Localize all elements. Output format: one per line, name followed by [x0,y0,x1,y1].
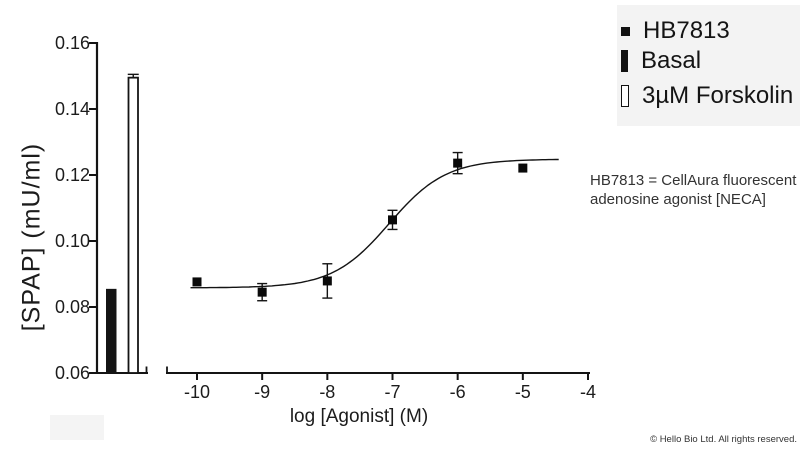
legend-panel [617,5,800,126]
basal-bar [106,288,117,373]
y-axis-tick-label: 0.06 [54,363,90,383]
x-axis-tick-label: -7 [384,382,401,402]
y-axis-tick-label: 0.12 [54,165,90,185]
data-point-marker [322,276,332,286]
faded-logo-box [50,415,104,440]
data-point-marker [518,163,528,173]
legend-marker-bar-filled-icon [621,50,628,72]
forskolin-bar [127,76,139,374]
legend-item: 3µM Forskolin [621,81,794,109]
fit-curve [190,158,559,289]
legend-marker-bar-open-icon [621,84,629,107]
legend-marker-square-icon [621,26,630,36]
legend-item-label: HB7813 [643,17,730,44]
data-point-marker [192,277,202,287]
x-axis-tick-label: -5 [514,382,531,402]
annotation-note: HB7813 = CellAura fluorescent adenosine … [590,171,796,209]
x-axis-tick-label: -10 [183,382,210,402]
legend-item-label: Basal [641,47,702,74]
data-point-marker [388,215,398,225]
y-axis-tick-label: 0.16 [54,33,90,53]
y-axis-tick-label: 0.14 [54,99,90,119]
y-axis-tick-label: 0.10 [54,231,90,251]
x-axis-tick-label: -8 [319,382,336,402]
copyright-text: © Hello Bio Ltd. All rights reserved. [650,434,797,445]
legend-item-label: 3µM Forskolin [642,81,794,109]
legend-item: Basal [621,49,701,73]
annotation-line-1: HB7813 = CellAura fluorescent [590,172,797,189]
data-point-marker [257,287,267,297]
legend-item: HB7813 [621,19,730,43]
x-axis-tick-label: -6 [449,382,466,402]
annotation-line-2: adenosine agonist [NECA] [590,191,766,208]
data-point-marker [453,158,463,168]
x-axis-tick-label: -4 [579,382,596,402]
y-axis-tick-label: 0.08 [54,297,90,317]
x-axis-title: log [Agonist] (M) [289,406,429,427]
x-axis-tick-label: -9 [254,382,271,402]
